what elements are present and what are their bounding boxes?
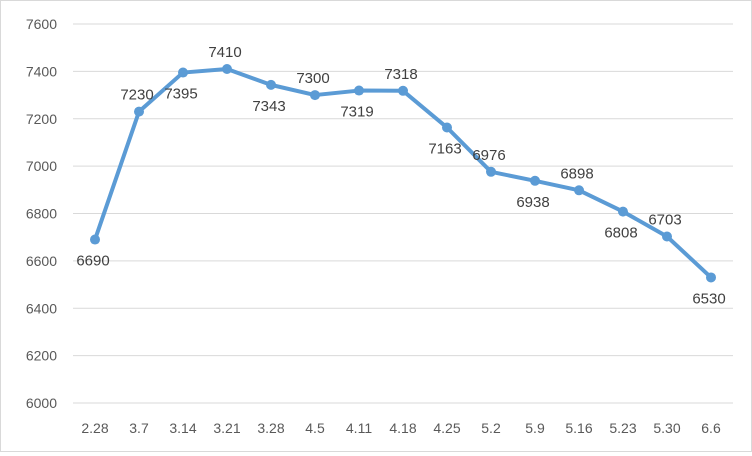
data-point <box>222 64 232 75</box>
data-labels: 6690 7230 7395 7410 7343 7300 7319 7318 7163 6976… <box>76 44 725 307</box>
gridlines <box>73 23 733 404</box>
x-tick-label: 3.7 <box>129 420 149 436</box>
x-tick-label: 5.9 <box>525 420 545 436</box>
data-label: 7410 <box>208 44 241 61</box>
data-label: 7318 <box>384 66 417 83</box>
series <box>90 64 716 283</box>
y-tick-label: 6200 <box>26 348 57 364</box>
data-point <box>530 175 540 186</box>
y-tick-label: 7000 <box>26 158 57 174</box>
y-tick-label: 7600 <box>26 16 57 32</box>
data-point <box>398 85 408 96</box>
data-point <box>486 166 496 177</box>
x-tick-label: 4.5 <box>305 420 325 436</box>
x-axis: 2.28 3.7 3.14 3.21 3.28 4.5 4.11 4.18 4.25 5.2 5.9… <box>81 420 721 436</box>
data-label: 6703 <box>648 211 681 228</box>
data-point <box>266 79 276 90</box>
y-tick-label: 6400 <box>26 300 57 316</box>
x-tick-label: 2.28 <box>81 420 108 436</box>
data-point <box>706 272 716 283</box>
data-label: 7230 <box>120 87 153 104</box>
data-point <box>442 122 452 133</box>
y-tick-label: 6600 <box>26 253 57 269</box>
x-tick-label: 3.14 <box>169 420 196 436</box>
data-label: 6690 <box>76 253 109 270</box>
x-tick-label: 3.28 <box>257 420 284 436</box>
data-point <box>310 90 320 101</box>
data-point <box>574 185 584 196</box>
y-tick-label: 7400 <box>26 63 57 79</box>
y-axis: 6000 6200 6400 6600 6800 7000 7200 7400 7600 <box>26 16 57 411</box>
data-label: 7300 <box>296 70 329 87</box>
data-point <box>354 85 364 96</box>
data-point <box>662 231 672 242</box>
y-tick-label: 6000 <box>26 395 57 411</box>
data-label: 6530 <box>692 290 725 307</box>
x-tick-label: 4.25 <box>433 420 460 436</box>
data-point <box>178 67 188 78</box>
data-label: 7395 <box>164 86 197 103</box>
data-point <box>618 206 628 217</box>
data-label: 6938 <box>516 194 549 211</box>
data-label: 6898 <box>560 165 593 182</box>
x-tick-label: 5.23 <box>609 420 636 436</box>
y-tick-label: 6800 <box>26 206 57 222</box>
x-tick-label: 5.30 <box>653 420 680 436</box>
x-tick-label: 5.16 <box>565 420 592 436</box>
x-tick-label: 4.18 <box>389 420 416 436</box>
y-tick-label: 7200 <box>26 111 57 127</box>
data-label: 6976 <box>472 147 505 164</box>
data-label: 7319 <box>340 104 373 121</box>
x-tick-label: 4.11 <box>346 420 372 436</box>
data-point <box>134 106 144 117</box>
x-tick-label: 3.21 <box>213 420 240 436</box>
data-label: 7163 <box>428 141 461 158</box>
data-label: 6808 <box>604 225 637 242</box>
data-label: 7343 <box>252 98 285 115</box>
x-tick-label: 6.6 <box>701 420 721 436</box>
data-point <box>90 234 100 245</box>
x-tick-label: 5.2 <box>481 420 501 436</box>
